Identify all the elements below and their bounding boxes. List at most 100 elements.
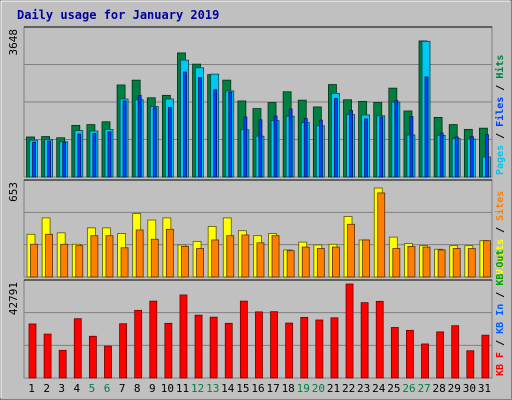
legend-kb-in: KB In [495,304,506,334]
bar-files-day-3 [62,141,67,178]
x-tick-label: 14 [221,382,235,395]
y-max-label: 653 [7,182,20,202]
bar-files-day-11 [183,71,187,178]
x-tick-label: 24 [372,382,386,395]
bar-files-day-21 [334,98,338,178]
bar-sites-day-10 [165,228,174,278]
bar-files-day-19 [303,118,308,178]
bar-kb-f-day-16 [255,311,263,379]
bar-files-day-8 [137,94,142,178]
bar-sites-day-29 [452,248,461,278]
bar-sites-day-2 [45,233,53,278]
bar-kb-f-day-26 [406,329,414,379]
bar-files-day-1 [32,141,36,178]
bar-files-day-12 [198,77,202,178]
bar-sites-day-3 [60,243,69,278]
bar-sites-day-25 [392,248,401,278]
bar-sites-day-28 [437,249,446,278]
bar-kb-f-day-6 [104,345,112,379]
legend-separator: / [495,221,506,239]
x-tick-label: 8 [134,382,141,395]
bar-kb-f-day-24 [375,300,384,379]
x-tick-label: 13 [206,382,219,395]
x-tick-label: 11 [176,382,189,395]
bar-files-day-5 [92,132,97,178]
bar-kb-f-day-12 [194,314,203,379]
legend-kb-out: KB Out [495,250,506,286]
bar-kb-f-day-30 [466,350,475,379]
bar-sites-day-8 [135,229,144,278]
legend-sites: Sites [494,191,506,221]
legend-separator: / [495,334,506,352]
bar-files-day-30 [469,136,474,178]
bar-kb-f-day-23 [360,302,369,379]
legend-separator: / [495,127,506,145]
x-tick-label: 16 [251,382,264,395]
bar-files-day-22 [349,110,353,178]
x-tick-label: 31 [478,382,491,395]
x-tick-label: 18 [282,382,295,395]
bar-kb-f-day-19 [300,316,309,379]
legend-kb-f: KB F [495,352,506,376]
bar-sites-day-16 [256,242,265,278]
bar-sites-day-18 [286,250,295,278]
bar-kb-f-day-20 [315,319,324,379]
bar-sites-day-13 [211,239,220,278]
bar-kb-f-day-14 [224,322,233,379]
legend-visits: Visits [494,239,506,275]
bar-kb-f-day-29 [451,325,460,379]
x-tick-label: 26 [402,382,415,395]
panels: 3648 Pages / Files / Hits 653 Visits / Site… [7,26,506,379]
top-panel: 3648 Pages / Files / Hits [7,26,506,178]
bar-files-day-4 [77,133,82,178]
bar-kb-f-day-27 [421,343,429,379]
bar-files-day-26 [409,116,414,178]
bar-sites-day-30 [467,248,476,278]
bar-sites-day-19 [301,246,310,278]
x-tick-label: 22 [342,382,355,395]
x-tick-label: 29 [448,382,461,395]
bar-kb-f-day-18 [285,322,294,379]
bar-sites-day-20 [316,248,325,278]
bar-kb-f-day-15 [239,300,248,379]
bar-sites-day-11 [181,245,189,278]
bar-kb-f-day-22 [345,283,354,379]
x-tick-label: 27 [417,382,430,395]
bar-files-day-27 [424,76,429,178]
bar-kb-f-day-2 [43,333,52,379]
legend-pages: Pages [495,145,506,175]
bar-files-day-24 [379,116,384,178]
x-tick-label: 6 [104,382,111,395]
x-tick-label: 12 [191,382,204,395]
bar-files-day-2 [47,140,51,178]
x-tick-label: 2 [43,382,50,395]
right-legend: Visits / Sites [494,191,506,275]
bar-sites-day-21 [332,246,340,278]
right-legend: Pages / Files / Hits [494,55,506,175]
bar-sites-day-7 [120,247,129,278]
bar-files-day-28 [439,132,444,178]
bar-sites-day-9 [150,238,159,278]
bar-files-day-14 [228,91,233,178]
bar-kb-f-day-10 [164,322,173,379]
bar-kb-f-day-31 [481,334,490,379]
bar-kb-f-day-13 [209,316,218,379]
bar-kb-f-day-21 [330,317,339,379]
bottom-panel: 42791 KB F / KB In / KB Out [7,250,506,379]
bar-sites-day-6 [105,235,114,278]
bar-kb-f-day-28 [436,331,445,379]
bar-files-day-16 [258,119,263,178]
bar-kb-f-day-17 [270,311,278,379]
x-tick-label: 23 [357,382,370,395]
bar-files-day-31 [485,134,489,178]
bar-sites-day-17 [271,235,280,278]
bar-kb-f-day-1 [28,323,37,379]
bar-sites-day-1 [30,243,38,278]
legend-hits: Hits [494,55,506,79]
bar-sites-day-27 [422,246,431,278]
x-tick-label: 4 [74,382,81,395]
bar-files-day-10 [167,106,172,178]
x-tick-label: 7 [119,382,126,395]
bar-files-day-20 [318,119,323,178]
